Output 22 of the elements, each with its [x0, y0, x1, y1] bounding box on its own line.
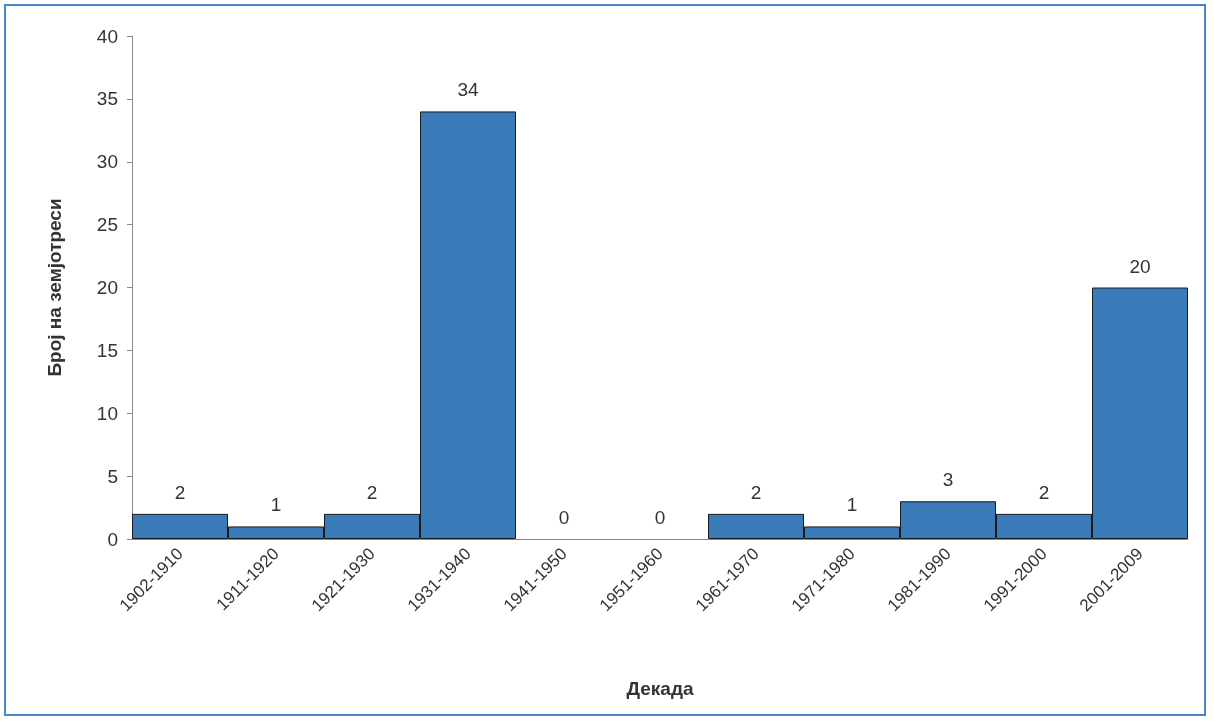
y-tick-label: 35: [96, 88, 118, 110]
data-label: 34: [457, 79, 479, 101]
y-axis-title: Број на земјотреси: [44, 198, 65, 377]
y-tick-label: 30: [96, 151, 118, 173]
y-tick-label: 5: [107, 465, 118, 487]
data-label: 2: [366, 481, 378, 503]
data-label: 2: [1038, 481, 1050, 503]
y-tick-label: 25: [96, 214, 118, 236]
x-axis-title: Декада: [626, 678, 694, 699]
y-tick-label: 0: [107, 528, 118, 550]
data-label: 2: [174, 481, 186, 503]
y-tick-label: 10: [96, 402, 118, 424]
y-tick-label: 20: [96, 277, 118, 298]
data-label: 0: [654, 507, 666, 528]
data-label: 20: [1129, 255, 1151, 277]
data-label: 1: [846, 494, 858, 516]
y-tick-label: 40: [96, 25, 118, 47]
data-label: 2: [750, 481, 762, 503]
data-label: 0: [558, 507, 570, 528]
data-label: 3: [942, 469, 954, 491]
data-label: 1: [270, 494, 282, 516]
y-tick-label: 15: [96, 339, 118, 361]
